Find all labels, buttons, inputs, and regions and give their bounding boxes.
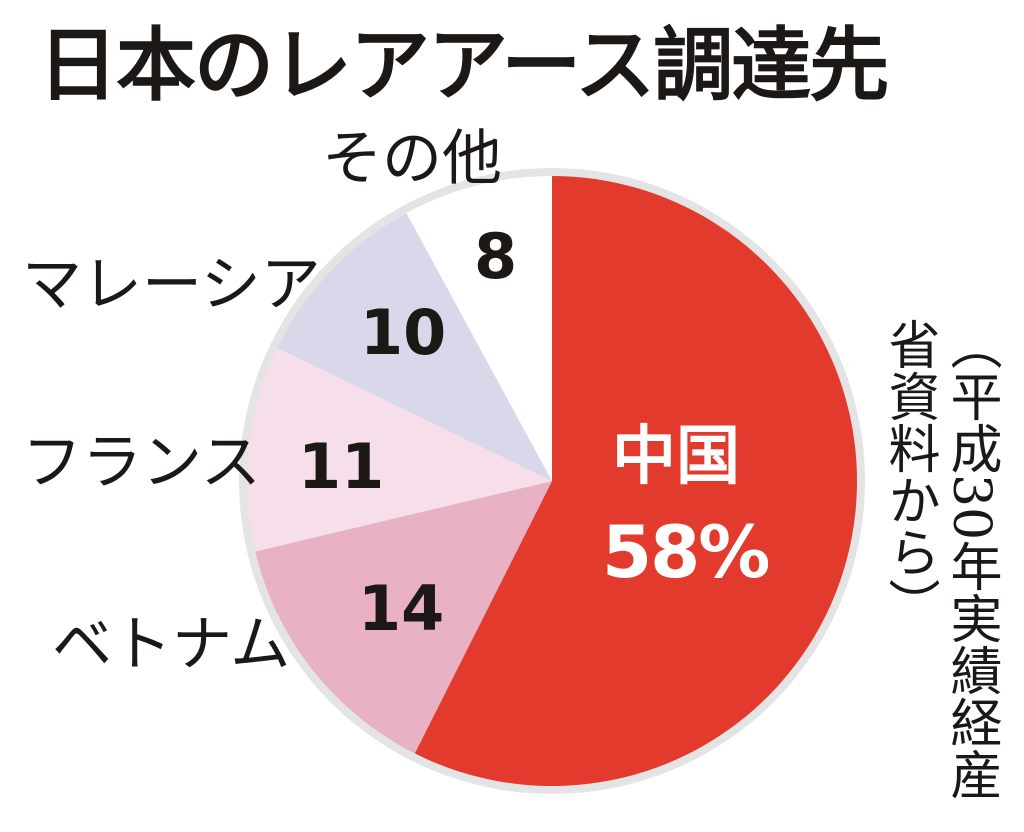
slice-value-france: 11	[298, 430, 385, 503]
slice-label-china: 中国	[612, 420, 740, 494]
pie-slice-france	[246, 348, 552, 552]
pie-slices	[246, 176, 857, 786]
slice-label-other: その他	[322, 124, 502, 194]
pie-slice-vietnam	[255, 481, 552, 754]
pie-slice-malaysia	[277, 213, 552, 481]
slice-value-china: 58%	[602, 510, 770, 594]
pie-slice-other	[406, 176, 552, 481]
source-note: （平成30年実績経産省資料から）	[879, 318, 1001, 801]
slice-label-malaysia: マレーシア	[22, 250, 321, 320]
slice-label-france: フランス	[22, 428, 261, 498]
slice-value-vietnam: 14	[358, 572, 445, 645]
slice-value-other: 8	[474, 220, 518, 293]
slice-label-vietnam: ベトナム	[52, 610, 291, 680]
slice-value-malaysia: 10	[360, 296, 447, 369]
chart-title: 日本のレアアース調達先	[38, 19, 889, 112]
pie-slice-china	[414, 176, 857, 786]
